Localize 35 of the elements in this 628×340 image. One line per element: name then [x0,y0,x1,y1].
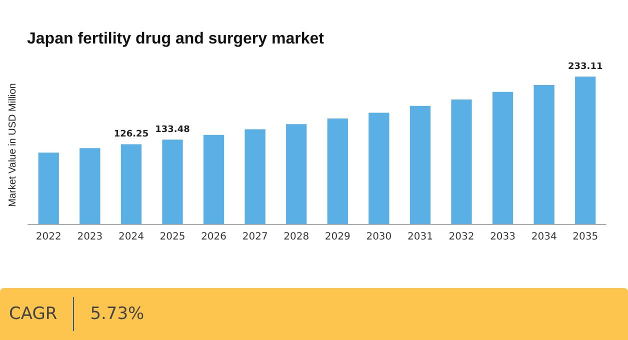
bar [244,129,266,224]
x-tick-label: 2031 [407,232,433,242]
x-tick-label: 2028 [284,232,310,242]
x-tick-label: 2030 [366,232,392,242]
x-tick-label: 2032 [448,232,474,242]
bar [327,118,348,224]
bar [162,140,183,224]
x-tick-label: 2025 [160,232,186,242]
x-tick-label: 2034 [531,232,557,242]
x-tick-label: 2023 [77,232,103,242]
bar [286,124,307,224]
text: 5.73% [90,304,144,324]
x-tick-label: 2029 [324,232,350,242]
bar [534,84,554,224]
bar [80,148,100,224]
bar [38,152,59,224]
data-label: 126.25 [114,130,149,140]
bar [451,99,472,224]
bar [575,76,596,224]
bar [492,92,514,224]
x-tick-label: 2033 [490,232,516,242]
x-tick-label: 2026 [201,232,227,242]
data-label: 233.11 [568,62,603,72]
bar [410,106,431,224]
text: CAGR [9,304,58,324]
bar [368,112,390,224]
x-tick-label: 2035 [572,232,598,242]
x-tick-label: 2027 [242,232,268,242]
x-tick-label: 2024 [118,232,144,242]
chart-title: Japan fertility drug and surgery market [27,30,325,48]
x-tick-label: 2022 [36,232,62,242]
bar [203,134,224,224]
y-axis-title: Market Value in USD Million [8,83,18,207]
bar [120,144,142,224]
data-label: 133.48 [155,125,190,136]
